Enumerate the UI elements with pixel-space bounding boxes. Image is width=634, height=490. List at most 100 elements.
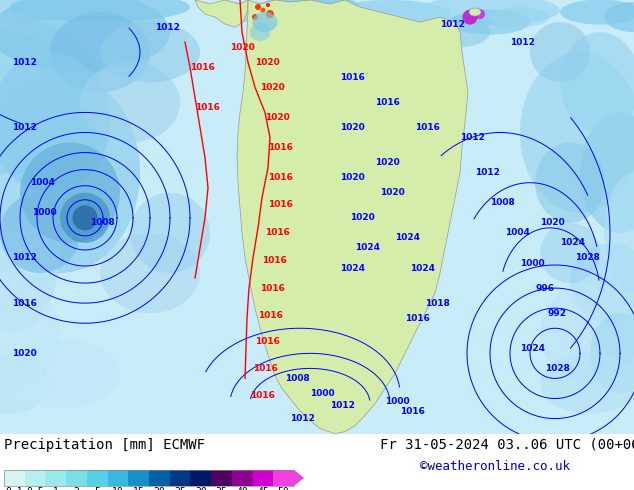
Text: 1016: 1016 bbox=[415, 123, 440, 132]
Ellipse shape bbox=[604, 172, 634, 293]
Ellipse shape bbox=[0, 0, 60, 24]
Text: 10: 10 bbox=[112, 487, 124, 490]
Ellipse shape bbox=[0, 338, 120, 409]
Ellipse shape bbox=[50, 12, 150, 92]
Text: 30: 30 bbox=[195, 487, 207, 490]
Text: 1: 1 bbox=[53, 487, 59, 490]
Text: 50: 50 bbox=[278, 487, 290, 490]
Bar bbox=[232, 470, 252, 486]
Ellipse shape bbox=[0, 193, 80, 273]
Text: 1012: 1012 bbox=[440, 20, 465, 28]
Polygon shape bbox=[237, 0, 468, 434]
Text: 1000: 1000 bbox=[385, 397, 410, 406]
Text: 1024: 1024 bbox=[395, 233, 420, 243]
Text: 1020: 1020 bbox=[230, 43, 255, 51]
Ellipse shape bbox=[210, 2, 290, 22]
Ellipse shape bbox=[255, 4, 261, 10]
Text: 1020: 1020 bbox=[380, 188, 404, 197]
Ellipse shape bbox=[540, 283, 634, 384]
Text: 1020: 1020 bbox=[265, 113, 290, 122]
Text: 1012: 1012 bbox=[510, 38, 535, 47]
Text: 5: 5 bbox=[94, 487, 100, 490]
Bar bbox=[128, 470, 149, 486]
Text: 1028: 1028 bbox=[545, 364, 570, 373]
Text: 1020: 1020 bbox=[260, 83, 285, 92]
Text: 1004: 1004 bbox=[30, 178, 55, 187]
Text: 1012: 1012 bbox=[460, 133, 485, 142]
Ellipse shape bbox=[475, 9, 485, 19]
Ellipse shape bbox=[580, 112, 634, 233]
Ellipse shape bbox=[535, 143, 605, 223]
Text: 1008: 1008 bbox=[285, 374, 310, 383]
Text: 1016: 1016 bbox=[250, 391, 275, 400]
Ellipse shape bbox=[590, 313, 634, 393]
Ellipse shape bbox=[100, 233, 200, 313]
Ellipse shape bbox=[0, 73, 140, 273]
Ellipse shape bbox=[261, 7, 266, 13]
Ellipse shape bbox=[462, 9, 477, 24]
Bar bbox=[87, 470, 108, 486]
Text: 1012: 1012 bbox=[290, 414, 315, 423]
Text: 1012: 1012 bbox=[475, 168, 500, 177]
Text: 1016: 1016 bbox=[268, 173, 293, 182]
Text: 1000: 1000 bbox=[520, 259, 545, 268]
Bar bbox=[4, 470, 294, 486]
Text: 1024: 1024 bbox=[520, 344, 545, 353]
Text: 1012: 1012 bbox=[12, 58, 37, 67]
Ellipse shape bbox=[0, 32, 100, 233]
Ellipse shape bbox=[250, 23, 270, 41]
Text: 15: 15 bbox=[133, 487, 145, 490]
Text: 1012: 1012 bbox=[155, 23, 180, 31]
Text: Fr 31-05-2024 03..06 UTC (00+06): Fr 31-05-2024 03..06 UTC (00+06) bbox=[380, 438, 634, 452]
Bar bbox=[25, 470, 46, 486]
Bar bbox=[108, 470, 128, 486]
Text: 2: 2 bbox=[74, 487, 79, 490]
Ellipse shape bbox=[72, 205, 98, 230]
Text: 1016: 1016 bbox=[340, 73, 365, 82]
Text: 1008: 1008 bbox=[90, 219, 115, 227]
Ellipse shape bbox=[130, 193, 210, 273]
Text: 1016: 1016 bbox=[265, 228, 290, 237]
Ellipse shape bbox=[0, 172, 60, 333]
Bar bbox=[190, 470, 211, 486]
Text: 1018: 1018 bbox=[425, 298, 450, 308]
Text: 1016: 1016 bbox=[262, 256, 287, 266]
Text: 1016: 1016 bbox=[268, 200, 293, 209]
Text: 1024: 1024 bbox=[355, 244, 380, 252]
Bar bbox=[66, 470, 87, 486]
Text: 25: 25 bbox=[174, 487, 186, 490]
Ellipse shape bbox=[420, 0, 560, 25]
Text: 35: 35 bbox=[216, 487, 228, 490]
Polygon shape bbox=[195, 0, 248, 27]
Ellipse shape bbox=[330, 0, 450, 28]
Ellipse shape bbox=[100, 22, 200, 82]
Ellipse shape bbox=[252, 12, 278, 32]
Ellipse shape bbox=[0, 0, 170, 73]
Text: 0.1: 0.1 bbox=[6, 487, 23, 490]
Ellipse shape bbox=[570, 243, 634, 323]
Text: 1016: 1016 bbox=[12, 298, 37, 308]
Ellipse shape bbox=[430, 17, 490, 47]
Ellipse shape bbox=[20, 143, 120, 243]
Bar bbox=[273, 470, 294, 486]
Bar bbox=[252, 470, 273, 486]
Text: 1024: 1024 bbox=[410, 264, 435, 272]
Text: 1012: 1012 bbox=[12, 123, 37, 132]
Text: 0.5: 0.5 bbox=[26, 487, 44, 490]
Ellipse shape bbox=[10, 0, 190, 22]
Text: ©weatheronline.co.uk: ©weatheronline.co.uk bbox=[420, 460, 570, 473]
Ellipse shape bbox=[604, 2, 634, 32]
Text: 1016: 1016 bbox=[258, 311, 283, 319]
Text: 1024: 1024 bbox=[340, 264, 365, 272]
Text: 1012: 1012 bbox=[12, 253, 37, 263]
Ellipse shape bbox=[0, 273, 60, 393]
Bar bbox=[46, 470, 66, 486]
Ellipse shape bbox=[450, 9, 530, 35]
Text: 1008: 1008 bbox=[490, 198, 515, 207]
Ellipse shape bbox=[560, 0, 634, 24]
Bar bbox=[211, 470, 232, 486]
Text: 1016: 1016 bbox=[255, 337, 280, 346]
Text: 1020: 1020 bbox=[540, 219, 565, 227]
Text: Precipitation [mm] ECMWF: Precipitation [mm] ECMWF bbox=[4, 438, 205, 452]
Text: 1016: 1016 bbox=[190, 63, 215, 72]
